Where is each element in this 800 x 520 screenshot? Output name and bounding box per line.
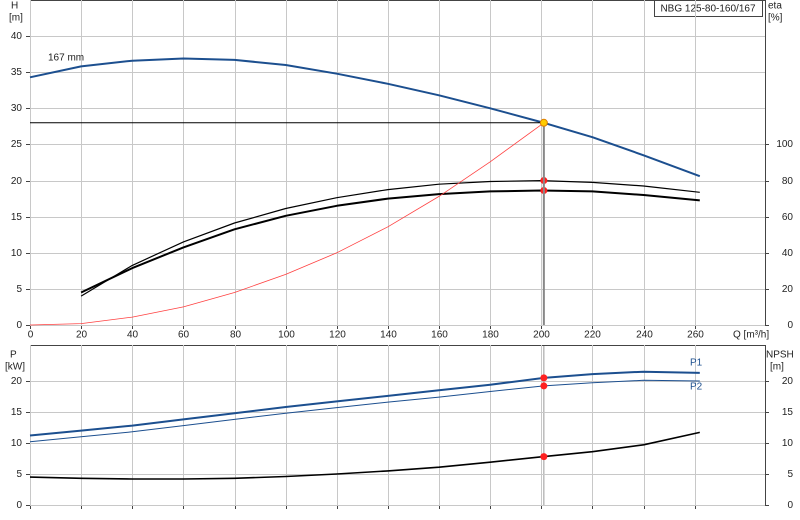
y-tick-label: 35 — [11, 67, 23, 78]
y2-tick-label: 0 — [787, 320, 793, 331]
y2-tick-label: 15 — [782, 407, 794, 418]
y2-tick-label: 40 — [782, 248, 794, 259]
point-marker — [539, 118, 548, 127]
y-tick-label: 40 — [11, 31, 23, 42]
y2-tick-label: 100 — [776, 139, 793, 150]
x-tick-label: 40 — [127, 330, 139, 341]
y-axis-label: P — [10, 350, 17, 361]
curve — [80, 189, 700, 294]
x-tick-label: 20 — [76, 330, 88, 341]
y2-tick-label: 60 — [782, 212, 794, 223]
curve-label: P1 — [690, 358, 703, 369]
y-axis-unit: [kW] — [5, 362, 25, 373]
y-tick-label: 15 — [11, 212, 23, 223]
y-tick-label: 0 — [16, 500, 22, 511]
x-tick-label: 0 — [28, 330, 34, 341]
x-tick-label: 100 — [278, 330, 295, 341]
curve — [29, 379, 700, 443]
y2-tick-label: 10 — [782, 438, 794, 449]
curve — [29, 431, 700, 480]
x-tick-label: 160 — [431, 330, 448, 341]
y-tick-label: 5 — [16, 469, 22, 480]
y2-axis-label: NPSH — [766, 350, 794, 361]
x-tick-label: 240 — [636, 330, 653, 341]
curve — [29, 122, 545, 326]
y2-tick-label: 20 — [782, 376, 794, 387]
y-axis-label: H — [11, 1, 18, 12]
curve — [29, 370, 700, 437]
point-marker — [540, 382, 548, 390]
chart-title: NBG 125-80-160/167 — [660, 4, 756, 15]
x-tick-label: 200 — [533, 330, 550, 341]
y-tick-label: 25 — [11, 139, 23, 150]
x-tick-label: 80 — [230, 330, 242, 341]
curve — [29, 57, 701, 178]
y2-tick-label: 20 — [782, 284, 794, 295]
y2-axis-unit: [%] — [768, 13, 783, 24]
y-tick-label: 20 — [11, 376, 23, 387]
y-axis-unit: [m] — [9, 13, 23, 24]
x-tick-label: 140 — [380, 330, 397, 341]
y2-tick-label: 80 — [782, 176, 794, 187]
y2-axis-unit: [m] — [770, 362, 784, 373]
y2-tick-label: 5 — [787, 469, 793, 480]
y2-axis-label: eta — [768, 1, 782, 12]
plot-frame — [30, 0, 766, 326]
y-tick-label: 20 — [11, 176, 23, 187]
point-marker — [540, 453, 548, 461]
point-marker — [540, 374, 548, 382]
curve — [80, 180, 700, 297]
y-tick-label: 10 — [11, 438, 23, 449]
curve-label: P2 — [690, 382, 703, 393]
x-tick-label: 120 — [329, 330, 346, 341]
y2-tick-label: 0 — [787, 500, 793, 511]
x-tick-label: 180 — [482, 330, 499, 341]
x-tick-label: 260 — [687, 330, 704, 341]
y-tick-label: 10 — [11, 248, 23, 259]
y-tick-label: 30 — [11, 103, 23, 114]
y-tick-label: 0 — [16, 320, 22, 331]
x-tick-label: 220 — [584, 330, 601, 341]
x-tick-label: 60 — [178, 330, 190, 341]
y-tick-label: 15 — [11, 407, 23, 418]
y-tick-label: 5 — [16, 284, 22, 295]
x-axis-label: Q [m³/h] — [733, 330, 769, 341]
curve-label: 167 mm — [48, 53, 84, 64]
